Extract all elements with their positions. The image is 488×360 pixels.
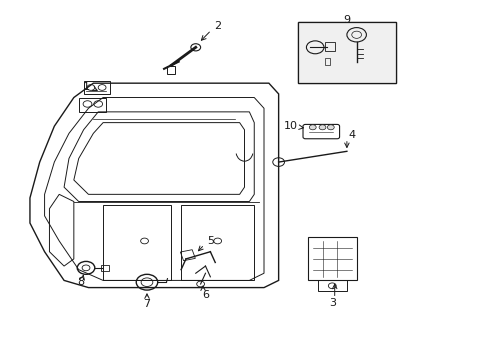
Bar	[101, 265, 109, 271]
Text: 6: 6	[202, 291, 208, 301]
Text: 5: 5	[206, 236, 213, 246]
Bar	[79, 98, 105, 112]
Text: 4: 4	[347, 130, 355, 140]
Bar	[325, 42, 334, 51]
Circle shape	[309, 125, 316, 130]
Circle shape	[319, 125, 325, 130]
Text: 10: 10	[283, 121, 297, 131]
Bar	[325, 58, 329, 65]
Bar	[298, 22, 395, 83]
Circle shape	[327, 125, 333, 130]
Text: 1: 1	[82, 82, 89, 92]
Text: 7: 7	[143, 299, 150, 309]
Bar	[298, 22, 395, 83]
Text: 2: 2	[214, 21, 221, 31]
Text: 8: 8	[78, 277, 84, 287]
Bar	[167, 66, 175, 74]
Bar	[307, 237, 356, 280]
Bar	[83, 81, 110, 94]
Bar	[317, 280, 346, 291]
Bar	[298, 22, 395, 83]
Text: 9: 9	[343, 15, 350, 26]
Text: 3: 3	[328, 298, 335, 308]
Bar	[180, 250, 195, 261]
